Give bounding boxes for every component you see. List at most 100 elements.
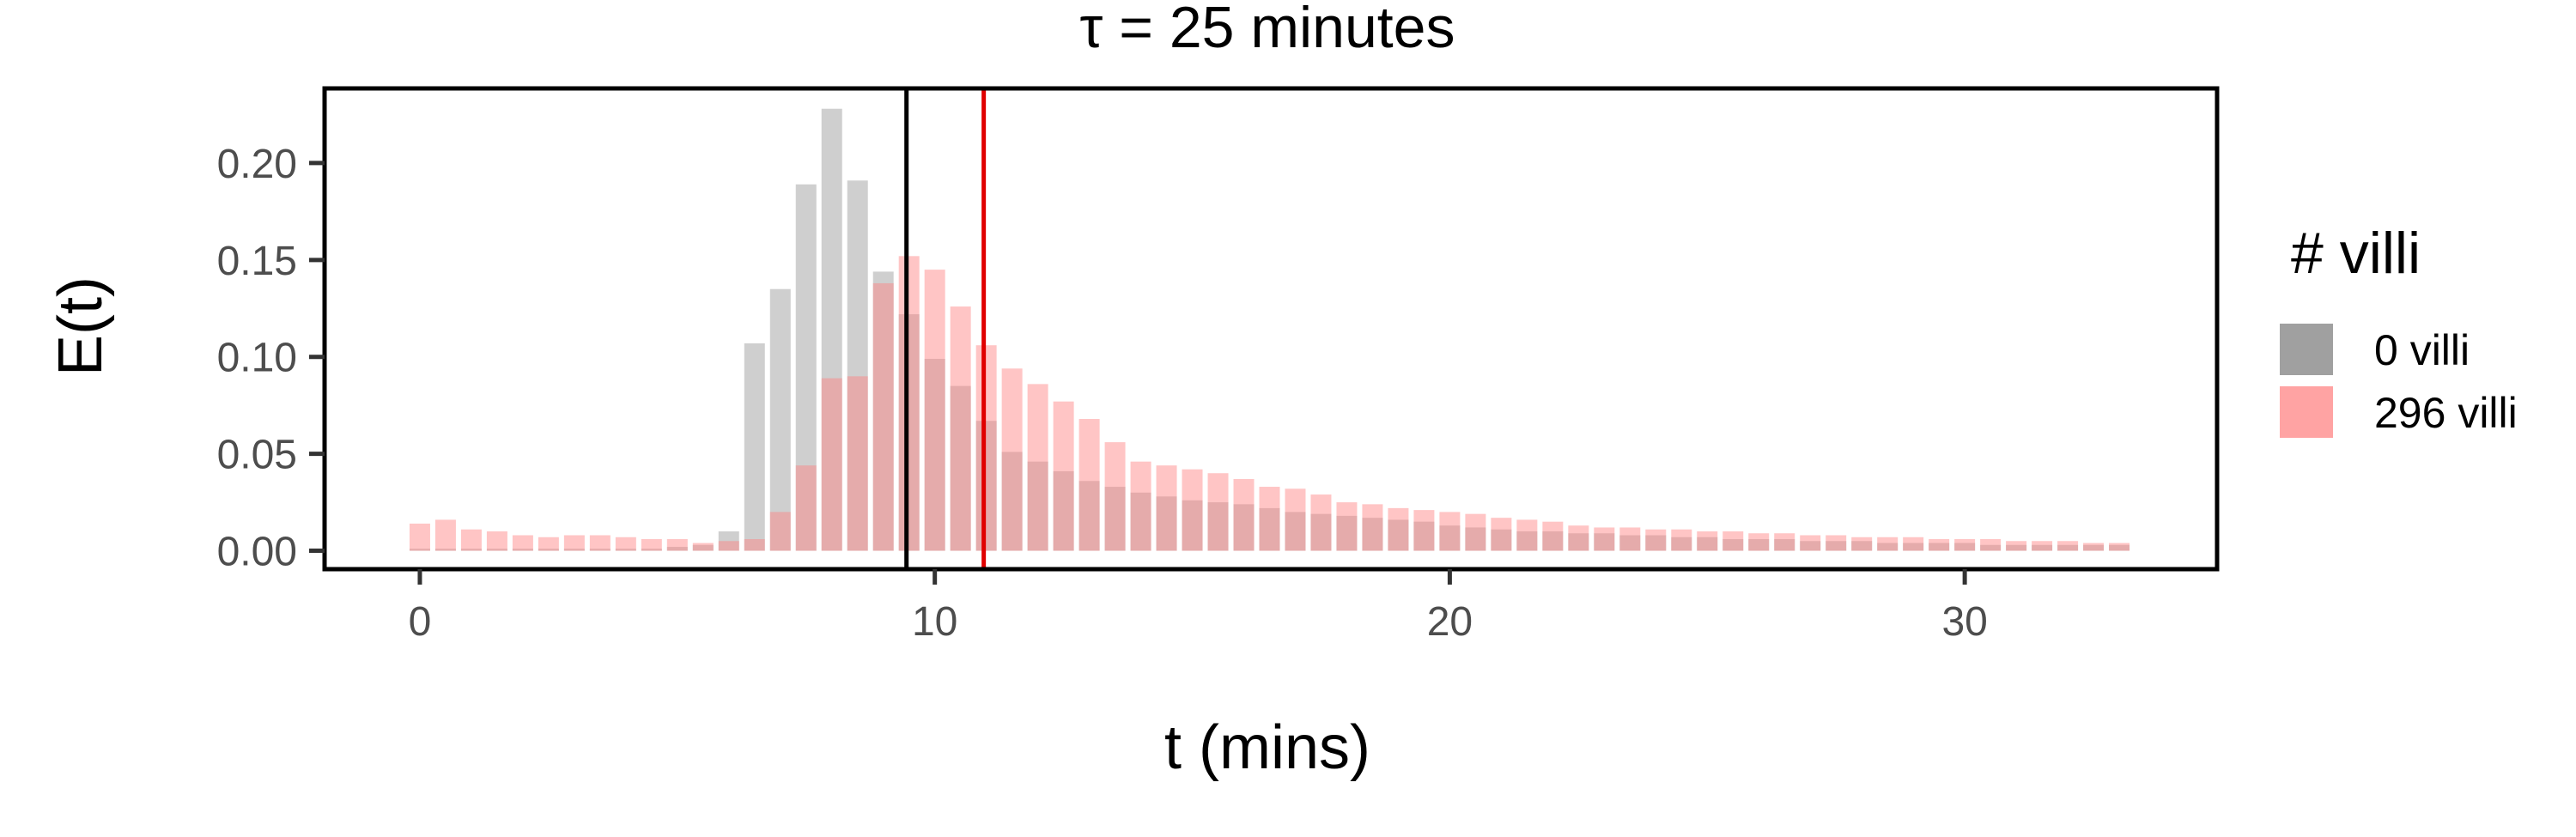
bar-296-villi-19 [898,256,920,551]
bar-296-villi-65 [2083,543,2105,551]
bar-296-villi-18 [872,282,894,551]
bar-296-villi-11 [692,543,714,551]
bar-296-villi-7 [589,535,611,551]
bar-296-villi-43 [1516,519,1538,551]
bar-0-villi-59 [1929,543,1950,551]
legend-title: # villi [2291,221,2421,286]
bar-0-villi-25 [1053,470,1074,551]
y-tick-label-0: 0.00 [217,530,297,575]
bars-layer [409,108,2130,551]
y-tick-label-1: 0.05 [217,433,297,478]
bar-296-villi-30 [1182,469,1203,551]
bar-296-villi-4 [512,535,533,551]
bar-0-villi-56 [1851,541,1873,551]
x-axis: 0 10 20 30 [409,569,1988,645]
bar-0-villi-52 [1748,539,1770,551]
bar-296-villi-64 [2057,541,2079,551]
x-tick-label-0: 0 [409,599,432,645]
bar-296-villi-13 [744,539,765,551]
bar-0-villi-7 [589,549,611,551]
bar-296-villi-1 [434,519,456,551]
bar-296-villi-29 [1156,465,1177,551]
bar-0-villi-45 [1568,533,1589,551]
bar-0-villi-10 [666,547,688,551]
bar-296-villi-33 [1259,487,1280,551]
bar-296-villi-66 [2109,543,2130,551]
bar-296-villi-34 [1285,488,1306,551]
bar-0-villi-30 [1182,500,1203,551]
bar-0-villi-4 [512,549,533,551]
bar-0-villi-22 [975,421,997,551]
bar-296-villi-0 [409,523,430,551]
bar-0-villi-0 [409,549,430,551]
bar-296-villi-57 [1877,537,1899,551]
x-tick-label-2: 20 [1427,599,1473,645]
bar-296-villi-42 [1491,518,1512,551]
bar-296-villi-35 [1310,494,1332,551]
bar-0-villi-46 [1594,533,1615,551]
bar-0-villi-8 [615,549,636,551]
bar-0-villi-23 [1001,452,1023,551]
bar-0-villi-39 [1413,521,1435,551]
bar-0-villi-11 [692,544,714,551]
bar-296-villi-3 [486,531,507,551]
bar-0-villi-12 [718,531,739,551]
y-tick-label-2: 0.10 [217,336,297,381]
bar-0-villi-34 [1285,512,1306,551]
bar-0-villi-15 [795,184,817,551]
bar-0-villi-14 [769,288,791,551]
bar-0-villi-2 [460,549,482,551]
bar-296-villi-25 [1053,401,1074,551]
bar-0-villi-53 [1774,539,1795,551]
bar-296-villi-39 [1413,510,1435,551]
bar-296-villi-20 [924,270,945,551]
bar-296-villi-46 [1594,527,1615,551]
bar-296-villi-12 [718,541,739,551]
bar-296-villi-17 [847,376,868,551]
bar-0-villi-58 [1903,543,1924,551]
bar-0-villi-54 [1800,541,1821,551]
bar-296-villi-50 [1697,531,1718,551]
bar-0-villi-21 [950,385,971,551]
y-tick-label-4: 0.20 [217,142,297,187]
bar-296-villi-40 [1439,512,1461,551]
bar-0-villi-44 [1542,531,1564,551]
bar-0-villi-1 [434,549,456,551]
legend-key-0-villi [2280,324,2333,375]
bar-0-villi-37 [1362,518,1383,551]
bar-0-villi-55 [1826,541,1847,551]
bar-296-villi-51 [1722,531,1744,551]
bar-296-villi-24 [1027,384,1048,551]
x-tick-label-3: 30 [1941,599,1987,645]
bar-0-villi-64 [2057,544,2079,551]
bar-296-villi-47 [1619,527,1641,551]
bar-0-villi-32 [1233,504,1255,551]
bar-296-villi-41 [1465,513,1486,551]
bar-296-villi-28 [1130,461,1151,551]
bar-296-villi-21 [950,306,971,551]
bar-0-villi-51 [1722,539,1744,551]
bar-0-villi-43 [1516,531,1538,551]
bar-296-villi-53 [1774,533,1795,551]
bar-296-villi-14 [769,512,791,551]
bar-0-villi-24 [1027,461,1048,551]
chart-title: τ = 25 minutes [1080,0,1455,60]
bar-0-villi-66 [2109,544,2130,551]
bar-296-villi-27 [1104,442,1126,551]
legend: # villi 0 villi 296 villi [2280,221,2518,438]
bar-296-villi-52 [1748,533,1770,551]
y-tick-label-3: 0.15 [217,239,297,284]
bar-0-villi-61 [1980,544,2002,551]
bar-296-villi-32 [1233,479,1255,551]
bar-0-villi-38 [1388,519,1409,551]
bar-296-villi-49 [1671,529,1692,551]
bar-0-villi-62 [2006,544,2027,551]
reference-lines [904,88,987,569]
bar-0-villi-6 [563,549,585,551]
bar-0-villi-20 [924,359,945,551]
legend-key-296-villi [2280,386,2333,438]
legend-label-296-villi: 296 villi [2374,389,2518,437]
bar-296-villi-22 [975,345,997,551]
bar-0-villi-27 [1104,487,1126,551]
bar-296-villi-44 [1542,521,1564,551]
